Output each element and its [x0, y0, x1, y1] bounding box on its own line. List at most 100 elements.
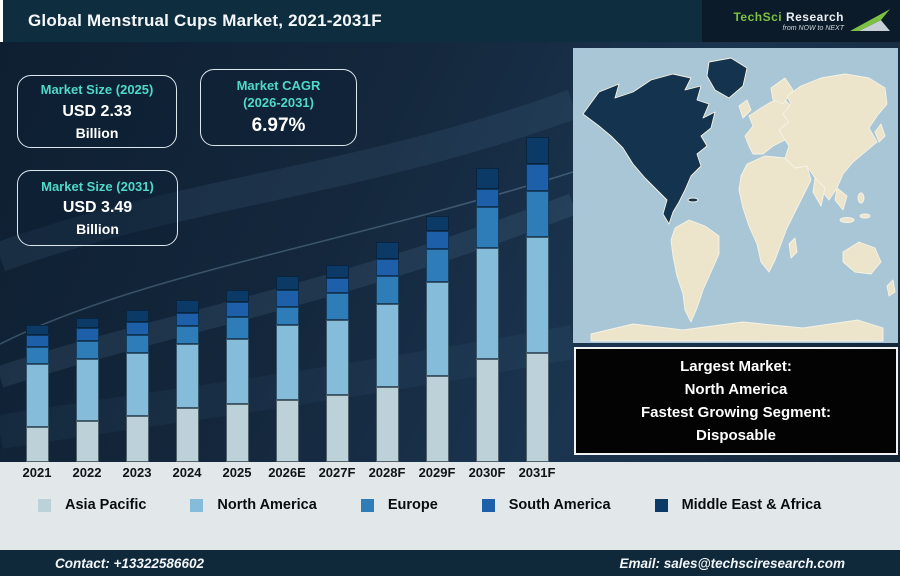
contact-phone: Contact: +13322586602	[55, 555, 204, 571]
bar-segment-south-america	[325, 278, 349, 293]
bar-segment-north-america	[525, 237, 549, 353]
chart-legend: Asia Pacific North America Europe South Ame…	[38, 497, 900, 513]
logo-brand-secondary: Research	[785, 9, 844, 24]
stat-label: Market Size (2031)	[41, 178, 154, 194]
legend-swatch	[360, 498, 374, 512]
callout-line: Fastest Growing Segment:	[640, 404, 832, 421]
map-new-zealand	[886, 279, 896, 297]
x-axis-label: 2028F	[368, 465, 406, 480]
bar-2027F	[312, 137, 362, 462]
stat-value: 6.97%	[251, 114, 306, 136]
bar-segment-asia-pacific	[125, 416, 149, 462]
legend-item: Europe	[360, 497, 438, 513]
bar-segment-middle-east-africa	[375, 242, 399, 259]
map-asia	[778, 73, 888, 201]
x-axis-labels: 2021 2022 2023 2024 2025 2026E 2027F 2028F 2029F…	[12, 462, 900, 480]
bar-segment-europe	[175, 326, 199, 344]
stat-value: USD 3.49	[62, 199, 133, 217]
stat-label: Market Size (2025)	[40, 82, 154, 98]
bar-segment-asia-pacific	[325, 395, 349, 462]
bar-2030F	[462, 137, 512, 462]
largest-market-callout: Largest Market: North America Fastest Gr…	[574, 347, 898, 455]
legend-swatch	[190, 498, 204, 512]
legend-item: South America	[481, 497, 611, 513]
bar-segment-north-america	[275, 325, 299, 400]
world-map-svg	[573, 48, 898, 343]
map-australia	[842, 241, 882, 275]
logo-tagline: from NOW to NEXT	[782, 24, 844, 32]
map-india	[812, 177, 826, 207]
market-size-2031-box: Market Size (2031) USD 3.49 Billion	[17, 170, 178, 246]
legend-swatch	[654, 498, 668, 512]
bar-segment-middle-east-africa	[225, 290, 249, 302]
bar-segment-asia-pacific	[175, 408, 199, 462]
bar-segment-middle-east-africa	[275, 276, 299, 290]
x-axis-label: 2022	[72, 465, 102, 480]
x-axis-label: 2030F	[468, 465, 506, 480]
bar-segment-europe	[25, 347, 49, 364]
logo-arrow-icon	[850, 9, 890, 31]
title-area: Global Menstrual Cups Market, 2021-2031F	[0, 0, 702, 42]
map-indonesia	[859, 213, 871, 219]
map-caribbean	[687, 197, 699, 203]
bar-segment-middle-east-africa	[125, 310, 149, 322]
bar-segment-europe	[475, 207, 499, 248]
axis-legend-strip: 2021 2022 2023 2024 2025 2026E 2027F 2028F 2029F…	[0, 462, 900, 550]
bar-2021	[12, 137, 62, 462]
x-axis-label: 2026E	[268, 465, 306, 480]
bar-segment-south-america	[125, 322, 149, 335]
legend-label: Europe	[387, 497, 438, 513]
bar-segment-asia-pacific	[75, 421, 99, 462]
bar-segment-north-america	[375, 304, 399, 387]
techsci-logo: TechSci Research from NOW to NEXT	[702, 0, 900, 42]
contact-email: Email: sales@techsciresearch.com	[619, 555, 845, 571]
bar-segment-europe	[325, 293, 349, 320]
bar-segment-north-america	[425, 282, 449, 376]
bar-2029F	[412, 137, 462, 462]
legend-swatch	[481, 498, 495, 512]
callout-line: Disposable	[695, 427, 777, 445]
bar-2022	[62, 137, 112, 462]
callout-line: North America	[684, 380, 788, 398]
x-axis-label: 2027F	[318, 465, 356, 480]
bar-2023	[112, 137, 162, 462]
stat-value: USD 2.33	[62, 102, 132, 120]
bar-segment-europe	[275, 307, 299, 325]
bar-segment-south-america	[75, 328, 99, 341]
bar-segment-europe	[225, 317, 249, 339]
legend-item: Middle East & Africa	[654, 497, 822, 513]
bar-segment-south-america	[225, 302, 249, 317]
bar-segment-middle-east-africa	[75, 318, 99, 328]
bar-segment-europe	[75, 341, 99, 359]
bar-segment-north-america	[125, 353, 149, 416]
bar-segment-north-america	[225, 339, 249, 404]
bar-segment-asia-pacific	[225, 404, 249, 462]
bar-segment-south-america	[275, 290, 299, 307]
map-indonesia	[839, 217, 855, 223]
x-axis-label: 2029F	[418, 465, 456, 480]
bar-segment-middle-east-africa	[425, 216, 449, 231]
stat-label: Market CAGR (2026-2031)	[236, 78, 321, 110]
map-japan	[874, 123, 886, 143]
bar-segment-middle-east-africa	[525, 137, 549, 164]
bar-segment-north-america	[25, 364, 49, 427]
bar-segment-south-america	[175, 313, 199, 326]
map-uk	[738, 99, 752, 119]
map-se-asia	[834, 187, 848, 211]
x-axis-label: 2021	[22, 465, 52, 480]
bar-2024	[162, 137, 212, 462]
bar-segment-europe	[425, 249, 449, 282]
legend-label: Middle East & Africa	[681, 497, 822, 513]
logo-brand-primary: TechSci	[733, 9, 783, 24]
market-size-2025-box: Market Size (2025) USD 2.33 Billion	[17, 75, 177, 148]
bar-segment-south-america	[25, 335, 49, 347]
legend-label: Asia Pacific	[65, 497, 147, 513]
bar-segment-middle-east-africa	[25, 325, 49, 335]
bar-segment-north-america	[175, 344, 199, 408]
bar-segment-middle-east-africa	[175, 300, 199, 313]
map-philippines	[857, 192, 865, 204]
legend-item: North America	[190, 497, 317, 513]
stat-unit: Billion	[75, 124, 119, 141]
bar-segment-europe	[125, 335, 149, 353]
bar-segment-north-america	[475, 248, 499, 359]
